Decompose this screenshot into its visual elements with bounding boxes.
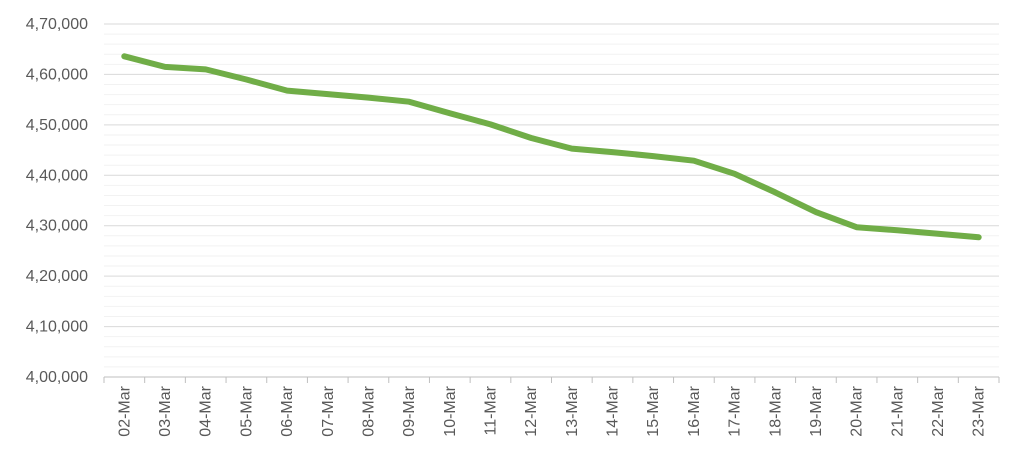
data-point <box>815 211 817 213</box>
data-point <box>205 68 207 70</box>
x-tick-label: 04-Mar <box>198 385 215 436</box>
x-tick-label: 06-Mar <box>279 385 296 436</box>
y-tick-label: 4,60,000 <box>26 66 88 83</box>
data-point <box>571 148 573 150</box>
y-tick-label: 4,20,000 <box>26 268 88 285</box>
data-point <box>774 191 776 193</box>
y-tick-label: 4,40,000 <box>26 167 88 184</box>
data-point <box>530 137 532 139</box>
x-tick-label: 10-Mar <box>442 385 459 436</box>
data-point <box>286 90 288 92</box>
data-point <box>896 229 898 231</box>
x-tick-label: 20-Mar <box>849 385 866 436</box>
minor-gridlines <box>104 33 999 368</box>
y-tick-label: 4,30,000 <box>26 218 88 235</box>
x-tick-label: 19-Mar <box>808 385 825 436</box>
x-tick-label: 16-Mar <box>686 385 703 436</box>
x-tick-label: 22-Mar <box>930 385 947 436</box>
x-tick-label: 03-Mar <box>157 385 174 436</box>
y-tick-label: 4,70,000 <box>26 16 88 33</box>
x-tick-label: 13-Mar <box>564 385 581 436</box>
data-point <box>123 55 125 57</box>
x-tick-label: 11-Mar <box>482 385 499 435</box>
data-point <box>164 66 166 68</box>
x-tick-label: 08-Mar <box>360 385 377 436</box>
data-point <box>408 101 410 103</box>
x-tick-label: 07-Mar <box>320 385 337 436</box>
data-point <box>612 151 613 153</box>
x-tick-label: 14-Mar <box>605 385 622 436</box>
data-point <box>449 112 451 114</box>
x-tick-label: 23-Mar <box>971 385 988 436</box>
data-point <box>978 236 980 238</box>
x-tick-label: 05-Mar <box>238 385 255 436</box>
x-tick-label: 17-Mar <box>727 385 744 436</box>
y-tick-label: 4,00,000 <box>26 369 88 386</box>
x-tick-label: 18-Mar <box>767 385 784 436</box>
x-tick-label: 02-Mar <box>116 385 133 436</box>
data-point <box>937 233 939 235</box>
series-line <box>121 53 982 241</box>
x-tick-label: 15-Mar <box>645 385 662 436</box>
x-tick-label: 21-Mar <box>889 385 906 436</box>
data-point <box>245 79 247 80</box>
data-point <box>327 93 329 95</box>
y-axis-labels: 4,00,000 4,10,000 4,20,000 4,30,000 4,40,000… <box>26 16 88 386</box>
data-point <box>734 173 736 175</box>
x-axis <box>103 376 1000 383</box>
y-tick-label: 4,10,000 <box>26 319 88 336</box>
data-point <box>652 155 654 157</box>
data-point <box>693 160 695 162</box>
y-tick-label: 4,50,000 <box>26 117 88 134</box>
x-tick-label: 09-Mar <box>401 385 418 436</box>
x-tick-label: 12-Mar <box>523 385 540 436</box>
data-point <box>490 123 491 125</box>
data-point <box>856 226 858 228</box>
major-gridlines <box>104 23 999 328</box>
x-axis-labels: 02-Mar 03-Mar 04-Mar 05-Mar 06-Mar 07-Mar 08-M… <box>116 385 987 436</box>
series-layer <box>121 53 982 241</box>
data-point <box>367 97 369 99</box>
